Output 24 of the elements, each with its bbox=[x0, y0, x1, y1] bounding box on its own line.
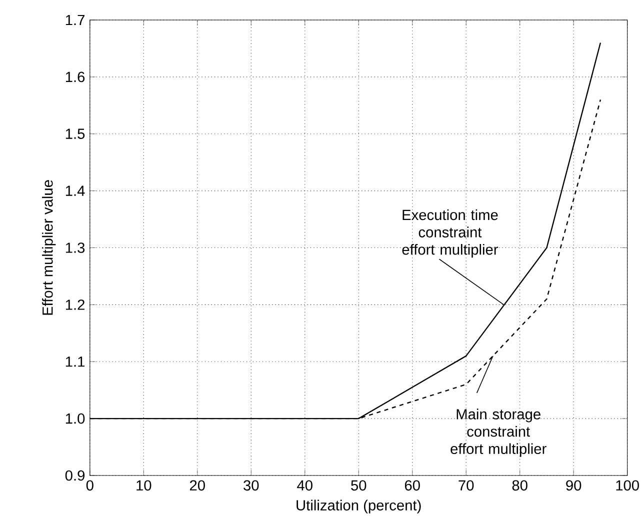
y-tick-label: 1.0 bbox=[66, 413, 85, 424]
y-tick-label: 1.6 bbox=[66, 72, 85, 82]
y-tick-label: 1.5 bbox=[66, 128, 85, 139]
y-tick-label: 1.2 bbox=[66, 299, 84, 310]
annotation: Execution time constraint effort multiplier bbox=[402, 209, 498, 258]
x-tick-label: 40 bbox=[297, 480, 312, 490]
x-axis-title: Utilization (percent) bbox=[296, 500, 421, 514]
x-tick-label: 20 bbox=[190, 480, 205, 490]
x-tick-label: 80 bbox=[512, 480, 528, 490]
y-tick-label: 1.4 bbox=[66, 186, 85, 196]
x-tick-label: 30 bbox=[244, 480, 259, 490]
x-tick-label: 10 bbox=[136, 480, 152, 490]
x-tick-label: 50 bbox=[351, 480, 366, 490]
y-tick-label: 0.9 bbox=[65, 470, 85, 480]
annotation: Main storage constraint effort multiplier bbox=[450, 408, 546, 457]
x-tick-label: 0 bbox=[86, 480, 94, 490]
x-tick-label: 60 bbox=[404, 480, 420, 490]
x-tick-label: 100 bbox=[616, 480, 639, 490]
x-tick-label: 70 bbox=[458, 480, 474, 490]
y-tick-label: 1.3 bbox=[66, 242, 85, 253]
y-tick-label: 1.7 bbox=[66, 14, 84, 25]
y-axis-title: Effort multiplier value bbox=[42, 180, 56, 315]
x-tick-label: 90 bbox=[566, 480, 582, 490]
y-tick-label: 1.1 bbox=[66, 356, 84, 366]
